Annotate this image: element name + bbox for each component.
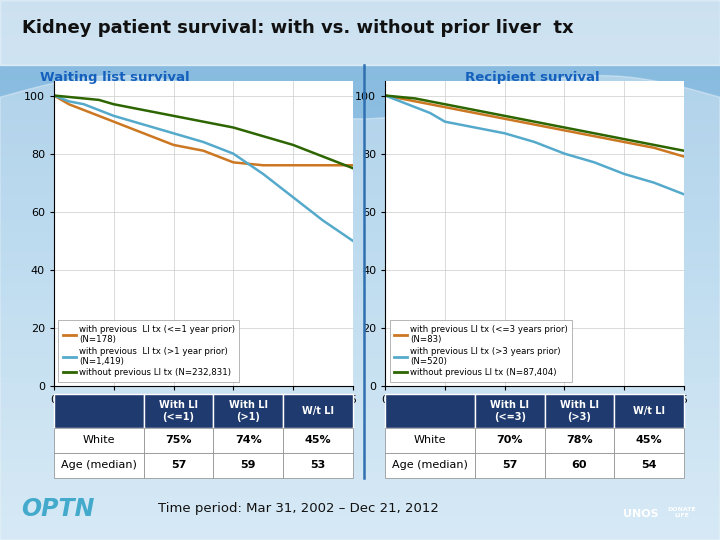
- Text: With LI
(>3): With LI (>3): [560, 400, 599, 422]
- Text: Recipient survival: Recipient survival: [466, 71, 600, 84]
- Text: 57: 57: [171, 460, 186, 470]
- Text: W/t LI: W/t LI: [633, 406, 665, 416]
- Text: Kidney patient survival: with vs. without prior liver  tx: Kidney patient survival: with vs. withou…: [22, 19, 573, 37]
- Text: 45%: 45%: [305, 435, 331, 445]
- Text: Age (median): Age (median): [392, 460, 468, 470]
- Text: 74%: 74%: [235, 435, 261, 445]
- Text: W/t LI: W/t LI: [302, 406, 334, 416]
- Text: 75%: 75%: [166, 435, 192, 445]
- Text: 70%: 70%: [497, 435, 523, 445]
- Text: 53: 53: [310, 460, 325, 470]
- Text: White: White: [83, 435, 115, 445]
- Text: 45%: 45%: [636, 435, 662, 445]
- Text: UNOS: UNOS: [624, 509, 659, 519]
- Text: 59: 59: [240, 460, 256, 470]
- Legend: with previous LI tx (<=3 years prior)
(N=83), with previous LI tx (>3 years prio: with previous LI tx (<=3 years prior) (N…: [390, 320, 572, 382]
- Text: OPTN: OPTN: [22, 497, 95, 521]
- Text: 54: 54: [642, 460, 657, 470]
- Text: Age (median): Age (median): [61, 460, 137, 470]
- Text: With LI
(>1): With LI (>1): [229, 400, 268, 422]
- Text: White: White: [414, 435, 446, 445]
- Text: 60: 60: [572, 460, 588, 470]
- Legend: with previous  LI tx (<=1 year prior)
(N=178), with previous  LI tx (>1 year pri: with previous LI tx (<=1 year prior) (N=…: [58, 320, 239, 382]
- Text: Time period: Mar 31, 2002 – Dec 21, 2012: Time period: Mar 31, 2002 – Dec 21, 2012: [158, 502, 439, 515]
- Text: With LI
(<=3): With LI (<=3): [490, 400, 529, 422]
- Text: 57: 57: [502, 460, 518, 470]
- Text: With LI
(<=1): With LI (<=1): [159, 400, 198, 422]
- Text: DONATE
LIFE: DONATE LIFE: [667, 507, 696, 518]
- Text: Waiting list survival: Waiting list survival: [40, 71, 190, 84]
- Text: 78%: 78%: [566, 435, 593, 445]
